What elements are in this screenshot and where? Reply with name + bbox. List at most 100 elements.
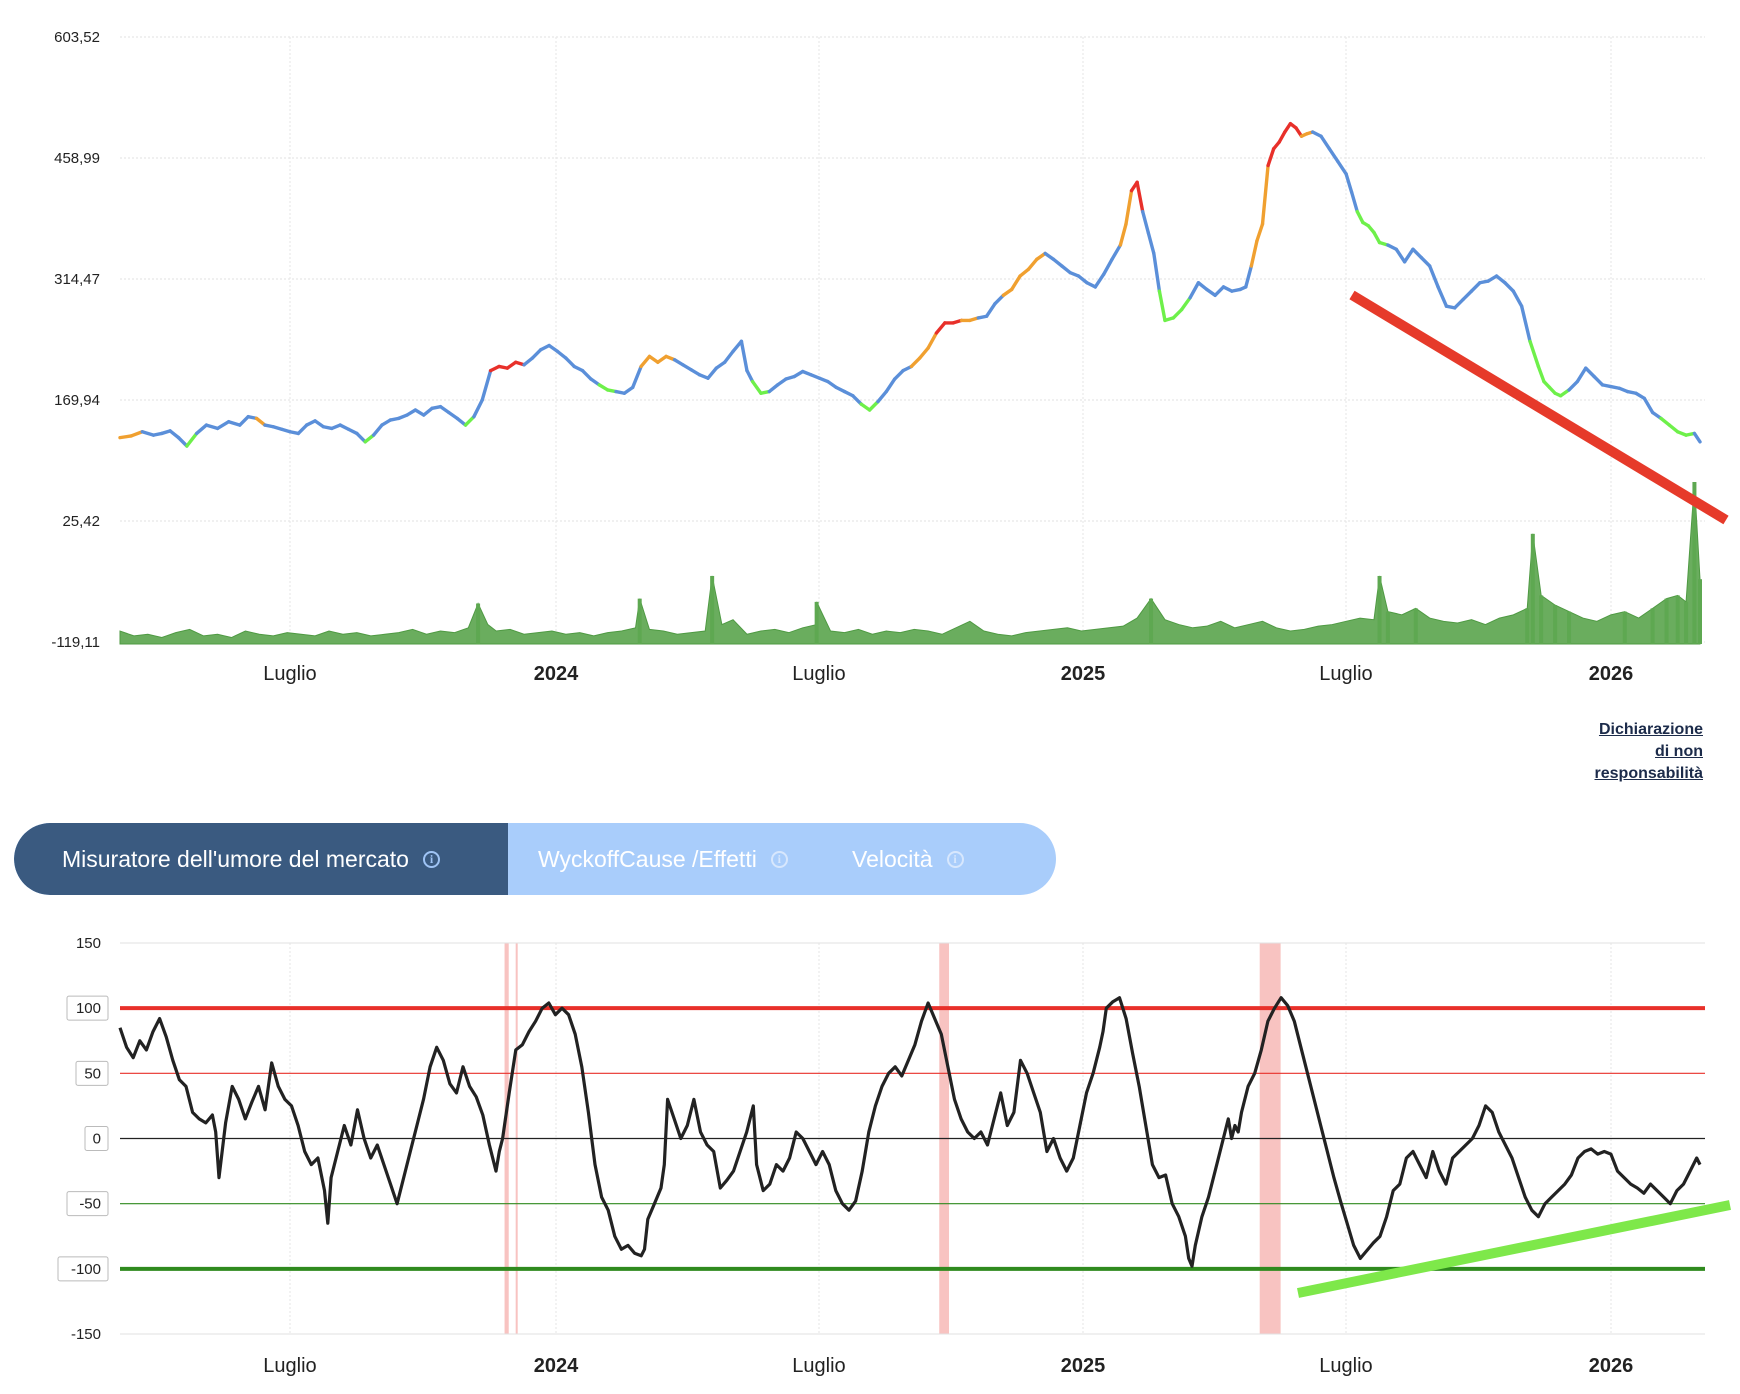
price-segment — [926, 331, 939, 350]
y-tick-label: -119,11 — [51, 634, 100, 651]
price-segment — [1659, 416, 1672, 427]
volume-bar — [1525, 608, 1530, 644]
price-segment — [168, 429, 181, 440]
tab-velocity-label: Velocità — [852, 845, 933, 872]
y-tick-label: 458,99 — [54, 150, 100, 167]
y-tick-box — [66, 1191, 109, 1217]
price-segment — [1461, 289, 1474, 302]
price-segment — [1402, 247, 1415, 264]
price-segment — [118, 434, 133, 440]
price-segment — [1592, 374, 1605, 387]
price-segment — [589, 377, 601, 387]
price-segment — [1469, 281, 1482, 293]
price-segment — [371, 423, 384, 437]
price-chart: 603,52 458,99 314,47 169,94 25,42 -119,11 Lugl… — [51, 29, 1729, 685]
volume-bar — [1622, 611, 1627, 644]
x-tick-label: Luglio — [1319, 1355, 1372, 1377]
price-segment — [1494, 274, 1507, 285]
price-segment — [254, 416, 267, 427]
price-segment — [909, 356, 922, 369]
x-tick-label: 2025 — [1061, 663, 1106, 685]
price-segment — [580, 368, 593, 381]
volume-bar — [710, 575, 715, 644]
sentiment-line — [118, 996, 1702, 1268]
y-tick-label: 25,42 — [62, 513, 100, 530]
price-segment — [1260, 163, 1270, 226]
price-segment — [826, 379, 838, 390]
disclaimer-link[interactable]: Dichiarazione di non responsabilità — [1563, 719, 1703, 785]
price-segment — [1319, 134, 1332, 151]
price-segment — [555, 349, 568, 360]
y-tick-label: 50 — [84, 1065, 101, 1082]
indicator-tabs: Misuratore dell'umore del mercato Wyckof… — [14, 823, 1056, 895]
volume-bar — [476, 603, 481, 644]
price-trend-line — [1349, 290, 1729, 525]
price-segment — [1336, 159, 1348, 176]
sentiment-trend-line — [1297, 1200, 1731, 1298]
price-segment — [647, 354, 660, 364]
tab-velocity[interactable]: Velocità — [852, 823, 964, 895]
y-tick-box — [66, 995, 109, 1021]
price-segment — [993, 293, 1006, 306]
price-segment — [1001, 287, 1014, 297]
disclaimer-line-3: responsabilità — [1594, 765, 1703, 782]
tab-wyckoff-label: WyckoffCause /Effetti — [538, 845, 757, 872]
price-segment — [1026, 257, 1039, 272]
y-tick-label: 603,52 — [54, 29, 100, 46]
info-icon[interactable] — [422, 850, 440, 868]
price-segment — [1035, 251, 1047, 261]
price-segment — [1453, 297, 1465, 310]
price-segment — [1146, 230, 1156, 256]
price-segment — [505, 360, 518, 370]
price-segment — [622, 385, 635, 395]
price-segment — [750, 379, 763, 395]
volume-bar — [1567, 611, 1572, 644]
price-segment — [194, 423, 209, 436]
price-segment — [1110, 243, 1123, 261]
price-segment — [547, 343, 560, 354]
info-icon[interactable] — [946, 850, 964, 868]
sentiment-chart: Luglio 2024 Luglio 2025 Luglio 2026 150 100 50 0 -… — [57, 935, 1731, 1377]
volume-bars — [119, 481, 1702, 645]
price-segment — [1188, 281, 1201, 300]
price-segment — [656, 354, 668, 364]
disclaimer-line-1: Dichiarazione — [1598, 721, 1703, 738]
price-segment — [1135, 180, 1145, 214]
price-segment — [984, 301, 997, 318]
price-line — [118, 121, 1702, 448]
price-segment — [892, 368, 905, 381]
price-segment — [1060, 264, 1072, 275]
price-segment — [1503, 281, 1515, 293]
price-segment — [1436, 285, 1449, 308]
price-segment — [463, 414, 476, 427]
price-segment — [714, 360, 727, 370]
x-tick-label: Luglio — [792, 663, 845, 685]
price-segment — [1010, 274, 1022, 292]
price-segment — [1692, 431, 1702, 444]
price-segment — [1043, 251, 1056, 261]
x-tick-label: Luglio — [263, 663, 316, 685]
price-segment — [1196, 281, 1209, 292]
price-segment — [1511, 289, 1524, 308]
y-tick-box — [75, 1060, 109, 1086]
volume-bar — [1413, 608, 1418, 644]
tab-market-mood[interactable]: Misuratore dell'umore del mercato — [14, 823, 508, 895]
price-segment — [1327, 147, 1340, 164]
info-icon[interactable] — [770, 850, 788, 868]
price-segment — [226, 420, 242, 427]
price-segment — [1411, 247, 1424, 260]
price-segment — [1344, 172, 1354, 195]
price-segment — [129, 430, 144, 438]
price-segment — [522, 356, 535, 367]
x-tick-label: Luglio — [792, 1355, 845, 1377]
price-segment — [1394, 247, 1407, 264]
y-tick-label: 0 — [93, 1131, 101, 1148]
price-segment — [1642, 396, 1655, 415]
price-segment — [1018, 267, 1031, 278]
volume-bar — [1385, 611, 1390, 644]
tab-wyckoff[interactable]: WyckoffCause /Effetti — [508, 823, 852, 895]
price-segment — [934, 321, 947, 335]
price-segment — [1076, 274, 1089, 285]
price-segment — [480, 368, 493, 402]
volume-bar — [1692, 482, 1697, 644]
